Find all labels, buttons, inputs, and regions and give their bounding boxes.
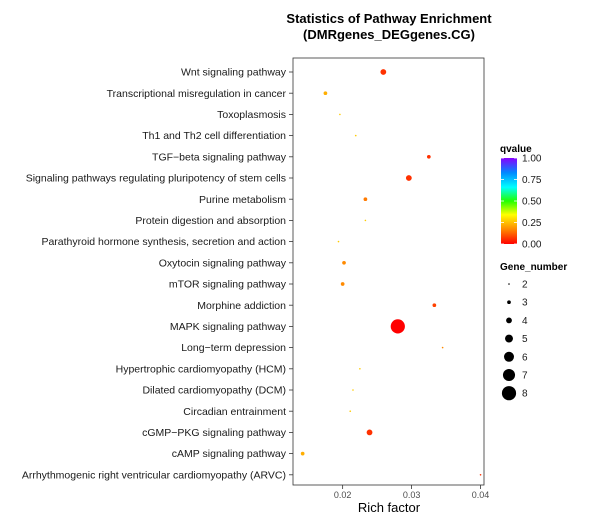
pathway-label: Th1 and Th2 cell differentiation [142,130,286,142]
gene-number-key [507,300,511,305]
qvalue-tick-label: 0.75 [522,175,542,186]
chart-title-line-1: Statistics of Pathway Enrichment [286,11,492,26]
pathway-point [349,410,352,413]
gene-number-key [501,386,517,401]
pathway-point [405,175,412,181]
qvalue-legend: qvalue 1.00 0.75 0.50 0.25 0.00 [500,144,542,251]
pathway-point [364,219,367,222]
pathway-label: Protein digestion and absorption [135,215,286,227]
pathway-point [366,429,373,436]
pathway-label: Wnt signaling pathway [181,67,287,79]
chart-title-line-2: (DMRgenes_DEGgenes.CG) [303,27,475,42]
gene-number-label: 7 [522,371,528,382]
pathway-point [441,346,444,349]
pathway-label: Hypertrophic cardiomyopathy (HCM) [116,363,286,375]
gene-number-key [504,351,514,362]
pathway-point [340,282,345,286]
pathway-label: Parathyroid hormone synthesis, secretion… [41,236,286,248]
gene-number-key [505,334,513,343]
pathway-label: Purine metabolism [199,194,286,206]
x-tick-label: 0.02 [334,490,352,500]
gene-number-label: 3 [522,298,528,309]
gene-number-label: 6 [522,352,528,363]
data-points [300,69,482,476]
pathway-point [479,474,482,476]
pathway-label: Arrhythmogenic right ventricular cardiom… [22,469,286,481]
pathway-label: Toxoplasmosis [217,109,286,121]
pathway-label: Long−term depression [181,342,286,354]
pathway-point [323,91,328,96]
pathway-label: cAMP signaling pathway [172,448,287,460]
pathway-point [426,154,431,159]
gene-number-label: 8 [522,389,528,400]
gene-number-key [508,283,510,285]
gene-number-label: 5 [522,334,528,345]
pathway-label: cGMP−PKG signaling pathway [142,427,287,439]
pathway-label: Circadian entrainment [183,406,286,418]
pathway-point [390,319,405,334]
pathway-label: Morphine addiction [197,300,286,312]
qvalue-tick-label: 1.00 [522,154,542,165]
x-tick-label: 0.03 [403,490,421,500]
gene-number-key [506,317,512,324]
qvalue-tick-label: 0.25 [522,218,542,229]
gene-number-legend: Gene_number 2 3 4 5 6 7 8 [500,262,567,401]
pathway-label: Oxytocin signaling pathway [159,257,287,269]
x-axis-title: Rich factor [358,500,421,515]
pathway-point [380,69,387,75]
pathway-point [342,260,346,265]
pathway-point [300,451,305,456]
gene-number-legend-title: Gene_number [500,262,567,273]
pathway-point [359,368,361,370]
qvalue-legend-title: qvalue [500,144,532,155]
pathway-label: Signaling pathways regulating pluripoten… [26,173,286,185]
x-axis-ticks: 0.02 0.03 0.04 [334,485,489,500]
x-tick-label: 0.04 [472,490,490,500]
qvalue-colorbar [501,158,517,244]
pathway-label: Dilated cardiomyopathy (DCM) [142,385,286,397]
gene-number-key [502,368,516,382]
gene-number-label: 2 [522,280,528,291]
pathway-point [339,113,341,116]
gene-number-label: 4 [522,316,528,327]
qvalue-tick-label: 0.50 [522,197,542,208]
pathway-label: MAPK signaling pathway [170,321,287,333]
plot-panel [292,57,485,486]
pathway-point [354,134,357,137]
pathway-point [352,389,354,391]
pathway-point [337,240,340,243]
pathway-point [432,303,437,308]
y-axis-ticks [289,71,293,476]
pathway-label: mTOR signaling pathway [169,279,287,291]
pathway-label: TGF−beta signaling pathway [152,151,287,163]
pathway-point [363,197,368,202]
qvalue-tick-label: 0.00 [522,240,542,251]
y-axis-labels: Wnt signaling pathway Transcriptional mis… [22,67,287,482]
pathway-label: Transcriptional misregulation in cancer [107,88,287,100]
